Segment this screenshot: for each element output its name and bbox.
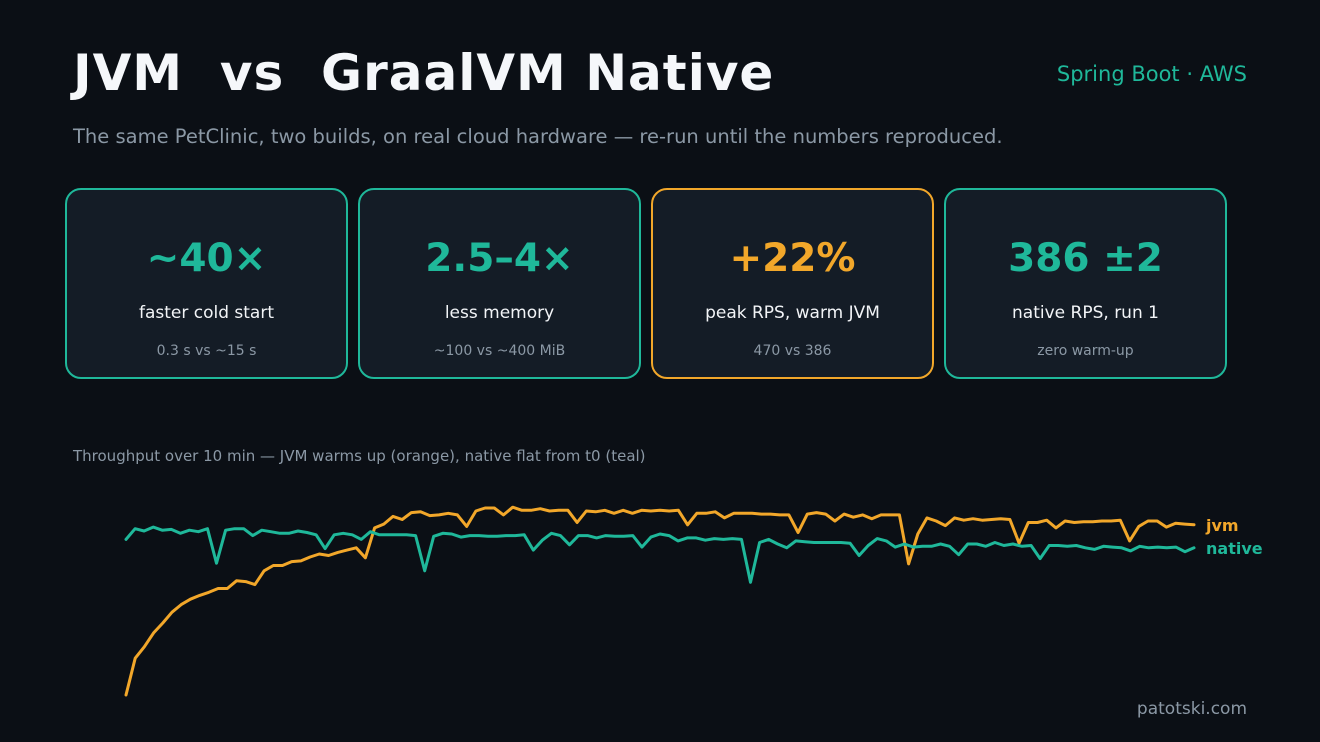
page-title: JVM vs GraalVM Native [73, 44, 775, 102]
stat-value: 2.5–4× [425, 236, 574, 281]
platform-tag: Spring Boot · AWS [1056, 62, 1247, 86]
stat-value: +22% [729, 236, 856, 281]
stat-note: 0.3 s vs ~15 s [156, 343, 257, 359]
stat-note: 470 vs 386 [753, 343, 832, 359]
chart-caption: Throughput over 10 min — JVM warms up (o… [73, 447, 646, 465]
series-label-jvm: jvm [1205, 516, 1239, 535]
stat-label: native RPS, run 1 [1012, 303, 1159, 323]
stat-note: zero warm-up [1037, 343, 1134, 359]
stat-cards: ~40× faster cold start 0.3 s vs ~15 s 2.… [65, 188, 1229, 382]
stat-card-peak-rps: +22% peak RPS, warm JVM 470 vs 386 [651, 188, 934, 379]
stat-label: faster cold start [138, 303, 275, 323]
stat-value: ~40× [146, 236, 267, 281]
stat-card-cold-start: ~40× faster cold start 0.3 s vs ~15 s [65, 188, 348, 379]
page-subtitle: The same PetClinic, two builds, on real … [73, 125, 1003, 148]
stat-label: peak RPS, warm JVM [705, 303, 880, 323]
series-line-jvm [124, 505, 1196, 697]
stat-label: less memory [444, 303, 555, 323]
series-label-native: native [1206, 539, 1263, 558]
stat-card-memory: 2.5–4× less memory ~100 vs ~400 MiB [358, 188, 641, 379]
stat-value: 386 ±2 [1008, 236, 1163, 281]
footer-site: patotski.com [1136, 699, 1247, 719]
stat-card-native-rps: 386 ±2 native RPS, run 1 zero warm-up [944, 188, 1227, 379]
series-line-native [124, 525, 1196, 584]
stat-note: ~100 vs ~400 MiB [433, 343, 566, 359]
